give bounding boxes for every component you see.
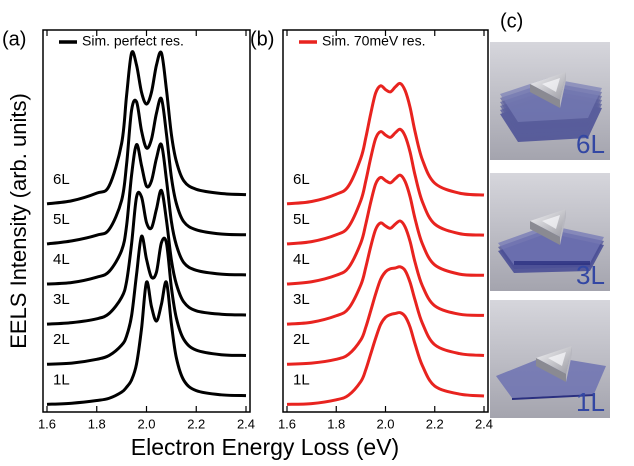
rendering-1l: 1L <box>490 300 610 418</box>
x-tick-label: 2.4 <box>475 416 493 431</box>
page: {"chart_data": [ {"type": "line", "panel… <box>0 0 634 466</box>
panel-label: (a) <box>2 28 26 50</box>
x-tick-label: 2.0 <box>376 416 394 431</box>
panel-label: (b) <box>250 28 274 50</box>
legend-label: Sim. 70meV res. <box>322 33 425 49</box>
x-tick-label: 1.8 <box>327 416 345 431</box>
series-label: 6L <box>53 171 70 188</box>
series-label: 3L <box>53 291 70 308</box>
x-tick-label: 2.2 <box>426 416 444 431</box>
series-label: 4L <box>53 251 70 268</box>
image-label: 6L <box>576 129 605 159</box>
rendering-6l: 6L <box>490 42 610 160</box>
plot-frame <box>283 30 488 412</box>
rendering-3l: 3L <box>490 173 610 291</box>
series-label: 1L <box>53 371 70 388</box>
series-label: 3L <box>293 291 310 308</box>
series-label: 4L <box>293 251 310 268</box>
series-label: 2L <box>293 331 310 348</box>
spectrum-line <box>47 52 246 204</box>
x-tick-label: 1.6 <box>38 416 56 431</box>
x-tick-label: 2.2 <box>187 416 205 431</box>
spectrum-line <box>287 313 484 405</box>
panel-label: (c) <box>500 10 523 32</box>
series-label: 5L <box>53 211 70 228</box>
legend-label: Sim. perfect res. <box>82 33 184 49</box>
x-tick-label: 2.4 <box>237 416 255 431</box>
spectrum-line <box>47 282 246 405</box>
x-axis-label: Electron Energy Loss (eV) <box>131 434 399 460</box>
series-label: 5L <box>293 211 310 228</box>
spectrum-line <box>47 236 246 364</box>
y-axis-label: EELS Intensity (arb. units) <box>6 93 31 349</box>
x-tick-label: 2.0 <box>137 416 155 431</box>
figure: (c) 6L 3L 1L 1.6 1.8 2.0 2.2 2.4 1L 2L 3L 4L 5L 6L… <box>0 0 634 466</box>
x-tick-label: 1.6 <box>278 416 296 431</box>
spectrum-line <box>287 83 484 203</box>
image-label: 3L <box>576 260 605 290</box>
series-label: 6L <box>293 171 310 188</box>
image-label: 1L <box>576 387 605 417</box>
x-tick-label: 1.8 <box>88 416 106 431</box>
series-label: 1L <box>293 371 310 388</box>
series-label: 2L <box>53 331 70 348</box>
